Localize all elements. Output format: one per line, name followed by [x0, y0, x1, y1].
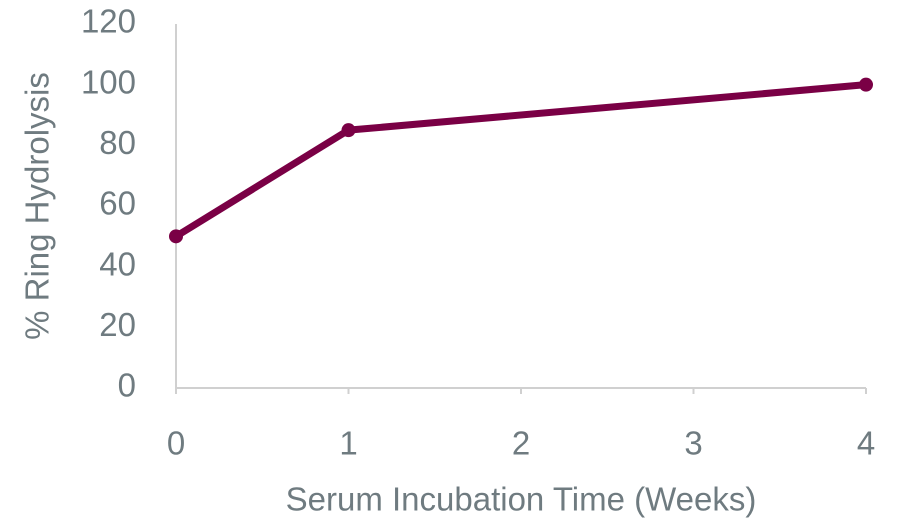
line — [174, 81, 867, 240]
marker — [169, 229, 183, 244]
y-tick-label: 100 — [81, 63, 136, 100]
x-tick-label: 0 — [167, 425, 185, 462]
x-tick-label: 4 — [857, 425, 875, 462]
x-tick-label: 2 — [512, 425, 530, 462]
marker — [341, 123, 356, 138]
x-tick-label: 1 — [339, 425, 357, 462]
y-tick-label: 0 — [118, 367, 136, 404]
marker — [859, 77, 873, 92]
y-tick-label: 40 — [99, 245, 136, 282]
y-tick-label: 20 — [99, 306, 136, 343]
y-tick-label: 60 — [99, 185, 136, 222]
x-tick-label: 3 — [684, 425, 702, 462]
x-axis-label: Serum Incubation Time (Weeks) — [286, 481, 757, 518]
y-tick-label: 80 — [99, 124, 136, 161]
y-tick-label: 120 — [81, 3, 136, 40]
y-axis-label: % Ring Hydrolysis — [19, 72, 56, 340]
